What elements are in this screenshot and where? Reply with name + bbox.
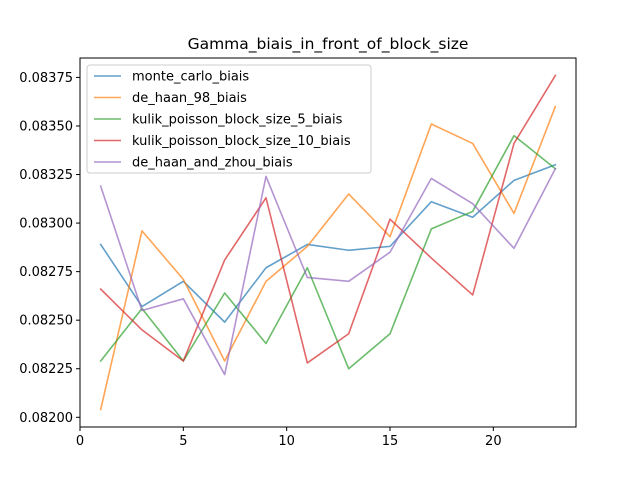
x-tick-label: 15: [382, 434, 399, 449]
series-line-de_haan_and_zhou_biais: [99, 167, 557, 376]
chart-title: Gamma_biais_in_front_of_block_size: [188, 35, 469, 54]
y-tick-label: 0.08275: [19, 265, 73, 280]
legend-label: de_haan_98_biais: [132, 91, 247, 106]
legend-label: kulik_poisson_block_size_10_biais: [132, 134, 351, 149]
y-tick-label: 0.08250: [19, 314, 73, 329]
series-line-kulik_poisson_block_size_5_biais: [99, 134, 557, 370]
x-tick-label: 20: [485, 434, 502, 449]
x-tick-label: 10: [278, 434, 295, 449]
plot-frame: [79, 57, 577, 428]
legend-label: monte_carlo_biais: [132, 70, 249, 85]
y-tick-label: 0.08325: [19, 168, 73, 183]
legend-label: kulik_poisson_block_size_5_biais: [132, 113, 343, 128]
series-line-kulik_poisson_block_size_10_biais: [99, 74, 557, 364]
y-tick-label: 0.08200: [19, 411, 73, 426]
series-layer: [99, 74, 557, 411]
series-line-de_haan_98_biais: [99, 105, 557, 411]
legend-box: [86, 64, 372, 174]
y-tick-label: 0.08225: [19, 362, 73, 377]
legend: monte_carlo_biais de_haan_98_biais kulik_p…: [86, 64, 372, 174]
y-tick-label: 0.08375: [19, 71, 73, 86]
y-tick-label: 0.08300: [19, 217, 73, 232]
y-axis: 0.08200 0.08225 0.08250 0.08275 0.08300 0.083…: [19, 71, 80, 426]
x-axis: 0 5 10 15 20: [76, 427, 502, 449]
x-tick-label: 0: [76, 434, 84, 449]
y-tick-label: 0.08350: [19, 119, 73, 134]
legend-label: de_haan_and_zhou_biais: [132, 156, 293, 171]
x-tick-label: 5: [179, 434, 187, 449]
